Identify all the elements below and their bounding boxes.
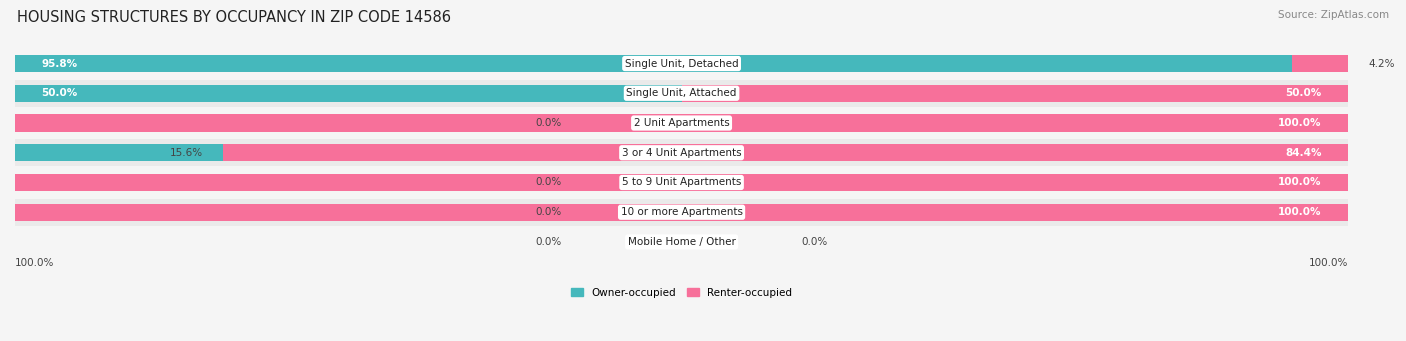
Text: 50.0%: 50.0% xyxy=(1285,88,1322,98)
Text: 100.0%: 100.0% xyxy=(1278,177,1322,188)
Bar xyxy=(15,228,1348,256)
Bar xyxy=(15,169,1348,196)
Text: 4.2%: 4.2% xyxy=(1368,59,1395,69)
Text: 3 or 4 Unit Apartments: 3 or 4 Unit Apartments xyxy=(621,148,741,158)
Bar xyxy=(15,198,1348,226)
Text: 0.0%: 0.0% xyxy=(536,237,561,247)
Bar xyxy=(15,114,1348,132)
Text: 84.4%: 84.4% xyxy=(1285,148,1322,158)
Text: 15.6%: 15.6% xyxy=(170,148,202,158)
Text: 95.8%: 95.8% xyxy=(42,59,77,69)
Text: Single Unit, Attached: Single Unit, Attached xyxy=(627,88,737,98)
Text: 10 or more Apartments: 10 or more Apartments xyxy=(620,207,742,217)
Bar xyxy=(15,50,1348,77)
Text: Mobile Home / Other: Mobile Home / Other xyxy=(627,237,735,247)
Bar xyxy=(15,79,1348,107)
Bar xyxy=(15,139,1348,166)
Legend: Owner-occupied, Renter-occupied: Owner-occupied, Renter-occupied xyxy=(567,283,797,302)
Bar xyxy=(15,204,1348,221)
Text: 0.0%: 0.0% xyxy=(801,237,828,247)
Text: 100.0%: 100.0% xyxy=(1278,118,1322,128)
Text: 100.0%: 100.0% xyxy=(1278,207,1322,217)
Text: 100.0%: 100.0% xyxy=(15,258,55,268)
Text: 100.0%: 100.0% xyxy=(1309,258,1348,268)
Bar xyxy=(15,174,1348,191)
Text: 2 Unit Apartments: 2 Unit Apartments xyxy=(634,118,730,128)
Bar xyxy=(15,144,224,161)
Bar xyxy=(15,85,682,102)
Bar xyxy=(224,144,1348,161)
Text: Source: ZipAtlas.com: Source: ZipAtlas.com xyxy=(1278,10,1389,20)
Text: HOUSING STRUCTURES BY OCCUPANCY IN ZIP CODE 14586: HOUSING STRUCTURES BY OCCUPANCY IN ZIP C… xyxy=(17,10,451,25)
Text: 0.0%: 0.0% xyxy=(536,207,561,217)
Text: 0.0%: 0.0% xyxy=(536,118,561,128)
Text: 5 to 9 Unit Apartments: 5 to 9 Unit Apartments xyxy=(621,177,741,188)
Bar xyxy=(15,109,1348,137)
Bar xyxy=(15,55,1292,72)
Bar xyxy=(682,85,1348,102)
Text: 50.0%: 50.0% xyxy=(42,88,77,98)
Text: Single Unit, Detached: Single Unit, Detached xyxy=(624,59,738,69)
Bar xyxy=(1292,55,1348,72)
Text: 0.0%: 0.0% xyxy=(536,177,561,188)
